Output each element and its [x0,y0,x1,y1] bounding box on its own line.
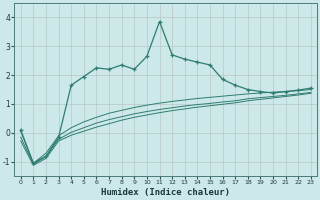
X-axis label: Humidex (Indice chaleur): Humidex (Indice chaleur) [101,188,230,197]
